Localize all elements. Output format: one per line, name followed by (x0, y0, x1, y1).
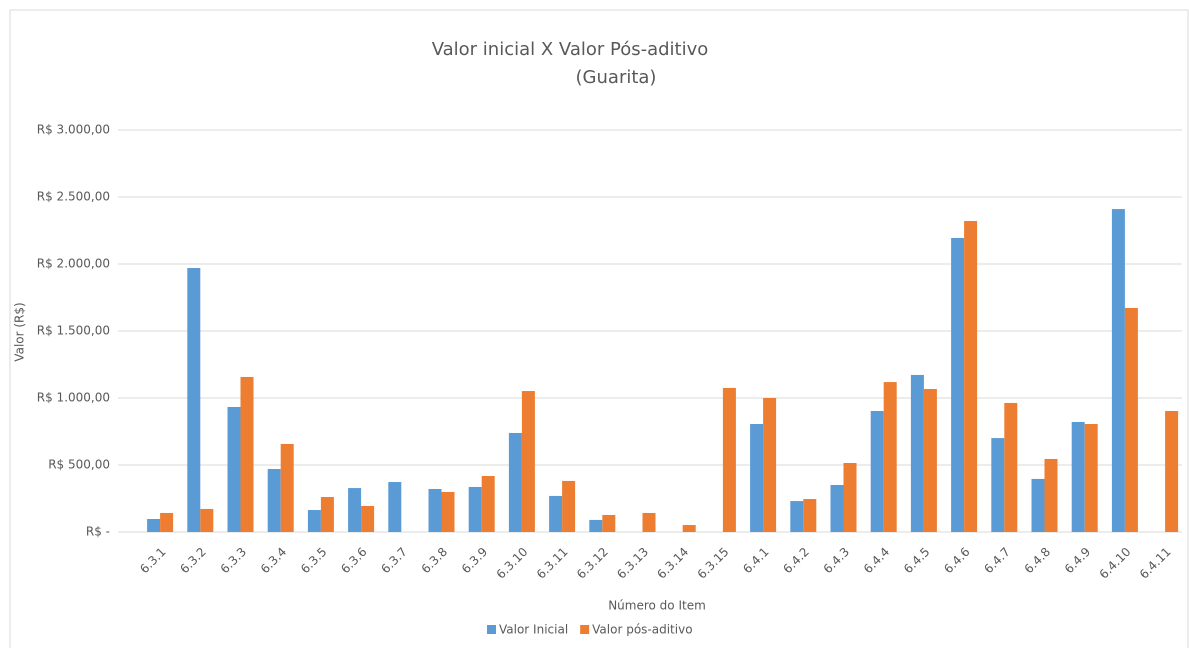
bar (348, 488, 362, 532)
y-tick-label: R$ 1.500,00 (37, 324, 110, 338)
bar (428, 488, 442, 532)
bar (160, 512, 174, 532)
bar (910, 374, 924, 532)
bar (1004, 402, 1018, 532)
y-tick-label: R$ 2.500,00 (37, 190, 110, 204)
bar (361, 506, 375, 532)
bar (991, 438, 1005, 532)
bar (642, 512, 656, 532)
bar (549, 495, 563, 532)
bar (227, 406, 241, 532)
bar (280, 443, 294, 532)
legend-swatch (580, 625, 590, 634)
y-tick-label: R$ 1.000,00 (37, 391, 110, 405)
bar (589, 519, 603, 532)
legend-swatch (487, 625, 496, 634)
bar (1044, 458, 1058, 532)
bar (763, 398, 777, 532)
bar (147, 519, 161, 532)
bar (468, 486, 482, 532)
bar (562, 480, 576, 532)
legend-label: Valor Inicial (499, 623, 568, 637)
bar (307, 510, 321, 532)
bar (1071, 421, 1085, 532)
y-tick-label: R$ 2.000,00 (37, 257, 110, 271)
bar (441, 491, 455, 532)
bar (1031, 478, 1045, 532)
y-tick-label: R$ 500,00 (48, 458, 110, 472)
bar (1084, 423, 1098, 532)
bar (187, 268, 201, 532)
y-tick-label: R$ 3.000,00 (37, 123, 110, 137)
bar (830, 484, 844, 532)
bar (843, 462, 857, 532)
bar (951, 238, 965, 532)
bar (388, 482, 402, 532)
bar (682, 525, 696, 532)
bar (790, 501, 804, 532)
x-axis-label: Número do Item (608, 599, 706, 613)
bar (481, 475, 495, 532)
bar (1111, 209, 1125, 532)
bar (750, 423, 764, 532)
bar (870, 410, 884, 532)
chart-frame (9, 9, 1189, 648)
bar (883, 382, 897, 532)
bar (722, 387, 736, 532)
bar (320, 497, 334, 532)
bar (240, 376, 254, 532)
bar (200, 508, 214, 532)
bar (803, 499, 817, 532)
legend-label: Valor pós-aditivo (592, 623, 692, 637)
bar (521, 391, 535, 532)
bar (1124, 307, 1138, 532)
bar (508, 432, 522, 532)
y-tick-label: R$ - (86, 525, 110, 539)
bar (267, 469, 281, 532)
bar (602, 514, 616, 532)
bar (1165, 410, 1179, 532)
y-axis-label: Valor (R$) (13, 302, 27, 361)
bar (923, 389, 937, 532)
chart-title: Valor inicial X Valor Pós-aditivo (432, 39, 709, 60)
bar (964, 220, 978, 532)
chart-subtitle: (Guarita) (576, 67, 657, 88)
